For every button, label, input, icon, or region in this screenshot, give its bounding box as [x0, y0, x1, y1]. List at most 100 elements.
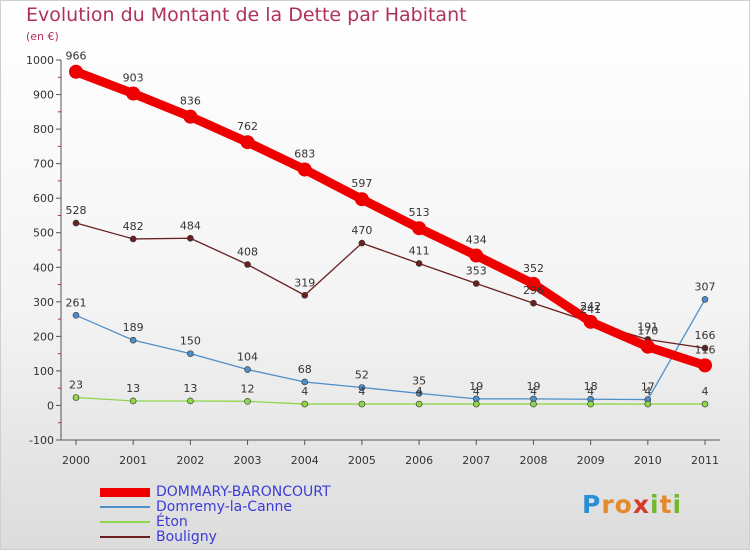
- data-label: 408: [237, 246, 258, 259]
- data-label: 903: [123, 72, 144, 85]
- logo-letter: i: [672, 490, 683, 519]
- data-point: [644, 400, 652, 408]
- data-label: 4: [416, 385, 423, 398]
- y-tick-label: 500: [33, 227, 54, 240]
- data-point: [415, 260, 423, 267]
- data-point: [354, 192, 369, 207]
- data-label: 23: [69, 379, 83, 392]
- x-tick-label: 2006: [405, 454, 433, 467]
- logo-letter: r: [601, 490, 615, 519]
- data-point: [129, 336, 137, 344]
- data-point: [72, 219, 80, 227]
- data-label: 4: [473, 385, 480, 398]
- data-point: [701, 400, 709, 408]
- data-point: [469, 248, 484, 263]
- y-tick-label: 1000: [26, 54, 54, 67]
- data-point: [72, 311, 80, 319]
- data-label: 597: [351, 177, 372, 190]
- data-point: [244, 261, 251, 268]
- data-point: [129, 397, 137, 405]
- data-label: 4: [702, 385, 709, 398]
- data-label: 189: [123, 321, 144, 334]
- data-label: 353: [466, 265, 487, 278]
- data-point: [183, 109, 198, 124]
- legend-label: DOMMARY-BARONCOURT: [156, 484, 331, 500]
- data-point: [415, 400, 423, 408]
- data-label: 261: [66, 296, 87, 309]
- y-tick-label: 0: [47, 399, 54, 412]
- series-line: [75, 298, 706, 401]
- legend-item: Bouligny: [100, 529, 400, 545]
- legend-item: Éton: [100, 514, 400, 530]
- legend-swatch: [100, 487, 150, 497]
- data-label: 296: [523, 284, 544, 297]
- data-point: [297, 162, 312, 177]
- data-label: 19: [469, 380, 483, 393]
- series-0: [69, 64, 712, 373]
- unit-label: (en €): [26, 30, 59, 43]
- data-point: [301, 378, 309, 386]
- data-label: 4: [358, 385, 365, 398]
- logo-letter: P: [582, 490, 602, 519]
- y-tick-label: 800: [33, 123, 54, 136]
- y-tick-label: 400: [33, 261, 54, 274]
- y-tick-label: 600: [33, 192, 54, 205]
- legend-label: Domremy-la-Canne: [156, 499, 293, 515]
- data-point: [240, 135, 255, 150]
- data-point: [187, 350, 194, 357]
- data-point: [472, 400, 480, 408]
- chart-title: Evolution du Montant de la Dette par Hab…: [26, 4, 467, 26]
- data-label: 484: [180, 219, 201, 232]
- data-point: [698, 358, 712, 373]
- legend-item: DOMMARY-BARONCOURT: [100, 484, 400, 500]
- y-tick-label: 100: [33, 365, 54, 378]
- data-point: [126, 86, 141, 101]
- legend-item: Domremy-la-Canne: [100, 499, 400, 515]
- data-label: 434: [466, 234, 487, 247]
- data-label: 482: [123, 220, 144, 233]
- data-label: 242: [580, 300, 601, 313]
- data-label: 191: [637, 320, 658, 333]
- x-tick-label: 2007: [462, 454, 490, 467]
- data-point: [526, 276, 541, 291]
- data-label: 241: [580, 303, 601, 316]
- x-tick-label: 2004: [291, 454, 319, 467]
- x-tick-label: 2005: [348, 454, 376, 467]
- series-line: [71, 67, 710, 370]
- data-point: [301, 291, 309, 299]
- data-point: [583, 314, 598, 329]
- data-point: [701, 344, 709, 352]
- data-point: [530, 299, 537, 307]
- data-point: [72, 394, 80, 401]
- data-point: [412, 221, 427, 236]
- y-tick-label: 700: [33, 158, 54, 171]
- x-tick-label: 2010: [634, 454, 662, 467]
- x-tick-label: 2008: [519, 454, 547, 467]
- data-label: 150: [180, 335, 201, 348]
- x-tick-label: 2003: [234, 454, 262, 467]
- data-label: 116: [695, 343, 716, 356]
- data-point: [358, 239, 366, 247]
- data-point: [69, 64, 83, 79]
- data-point: [358, 400, 366, 408]
- data-label: 68: [298, 363, 312, 376]
- data-label: 52: [355, 368, 369, 381]
- series-line: [75, 396, 706, 405]
- logo-letter: x: [632, 490, 650, 519]
- data-label: 4: [301, 385, 308, 398]
- data-label: 762: [237, 120, 258, 133]
- x-tick-label: 2002: [176, 454, 204, 467]
- legend-label: Éton: [156, 514, 188, 530]
- data-label: 12: [241, 382, 255, 395]
- legend-label: Bouligny: [156, 529, 217, 545]
- proxiti-logo: Proxiti: [582, 490, 682, 519]
- data-point: [472, 280, 480, 287]
- data-point: [587, 400, 594, 408]
- data-label: 17: [641, 381, 655, 394]
- legend-swatch: [100, 521, 150, 523]
- data-point: [244, 398, 251, 405]
- data-point: [301, 400, 309, 408]
- series-1: [72, 296, 709, 403]
- data-point: [640, 339, 655, 354]
